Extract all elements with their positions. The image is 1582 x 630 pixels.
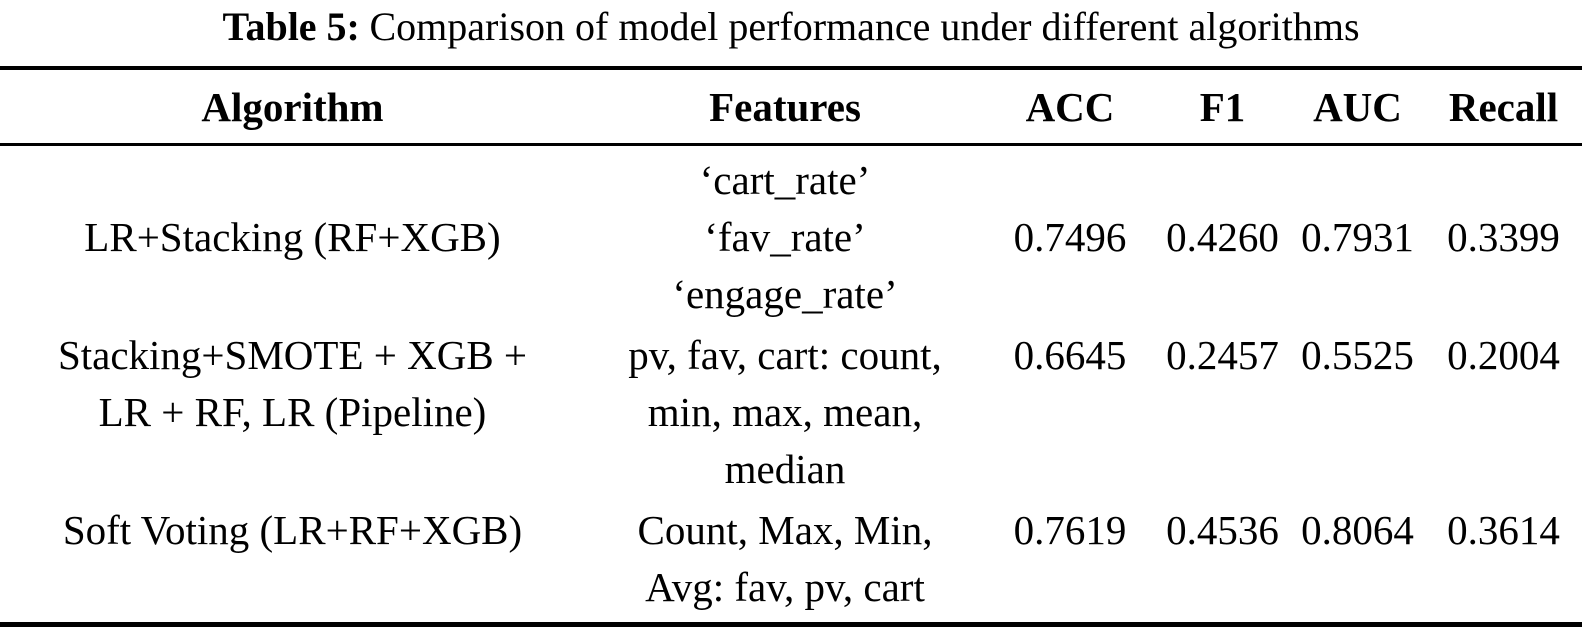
features-line: ‘cart_rate’ xyxy=(699,157,871,203)
algorithm-cell: Soft Voting (LR+RF+XGB) xyxy=(0,502,585,616)
table-caption-text: Comparison of model performance under di… xyxy=(369,4,1360,49)
metric-value: 0.7931 xyxy=(1301,214,1414,260)
table-caption-number: Table 5: xyxy=(222,4,360,49)
table-body: LR+Stacking (RF+XGB) ‘cart_rate’ ‘fav_ra… xyxy=(0,146,1582,622)
metric-value: 0.6645 xyxy=(1013,332,1127,378)
f1-cell: 0.2457 xyxy=(1155,327,1290,498)
metric-value: 0.2004 xyxy=(1447,332,1560,378)
acc-cell: 0.7496 xyxy=(985,152,1155,323)
features-cell: pv, fav, cart: count, min, max, mean, me… xyxy=(585,327,985,498)
table-row: Soft Voting (LR+RF+XGB) Count, Max, Min,… xyxy=(0,502,1582,616)
recall-cell: 0.2004 xyxy=(1425,327,1582,498)
column-header-f1: F1 xyxy=(1199,83,1246,130)
acc-cell: 0.7619 xyxy=(985,502,1155,616)
auc-cell: 0.8064 xyxy=(1290,502,1425,616)
auc-cell: 0.7931 xyxy=(1290,152,1425,323)
algorithm-line: LR+Stacking (RF+XGB) xyxy=(84,214,501,260)
table-row: LR+Stacking (RF+XGB) ‘cart_rate’ ‘fav_ra… xyxy=(0,152,1582,323)
metric-value: 0.3614 xyxy=(1447,507,1560,553)
features-line: Count, Max, Min, xyxy=(637,507,933,553)
algorithm-cell: Stacking+SMOTE + XGB + LR + RF, LR (Pipe… xyxy=(0,327,585,498)
algorithm-line: Stacking+SMOTE + XGB + xyxy=(57,332,528,378)
recall-cell: 0.3399 xyxy=(1425,152,1582,323)
metric-value: 0.7496 xyxy=(1013,214,1127,260)
features-line: min, max, mean, xyxy=(647,389,923,435)
algorithm-line: LR + RF, LR (Pipeline) xyxy=(98,389,487,435)
features-line: ‘engage_rate’ xyxy=(672,271,898,317)
features-line: Avg: fav, pv, cart xyxy=(645,564,925,610)
algorithm-line: Soft Voting (LR+RF+XGB) xyxy=(62,507,523,553)
auc-cell: 0.5525 xyxy=(1290,327,1425,498)
algorithm-cell: LR+Stacking (RF+XGB) xyxy=(0,152,585,323)
metric-value: 0.4260 xyxy=(1166,214,1279,260)
table-top-rule xyxy=(0,66,1582,70)
metric-value: 0.3399 xyxy=(1447,214,1560,260)
table-header-rule xyxy=(0,143,1582,146)
features-cell: ‘cart_rate’ ‘fav_rate’ ‘engage_rate’ xyxy=(585,152,985,323)
table-header-row: Algorithm Features ACC F1 AUC Recall xyxy=(0,70,1582,143)
features-line: pv, fav, cart: count, xyxy=(628,332,942,378)
features-line: ‘fav_rate’ xyxy=(704,214,866,260)
column-header-algorithm: Algorithm xyxy=(201,83,384,130)
table-bottom-rule xyxy=(0,622,1582,627)
metric-value: 0.7619 xyxy=(1013,507,1127,553)
data-table: Algorithm Features ACC F1 AUC Recall LR+… xyxy=(0,66,1582,627)
metric-value: 0.4536 xyxy=(1166,507,1279,553)
column-header-recall: Recall xyxy=(1448,83,1559,130)
metric-value: 0.5525 xyxy=(1301,332,1414,378)
column-header-features: Features xyxy=(709,83,861,130)
features-line: median xyxy=(724,446,846,492)
features-cell: Count, Max, Min, Avg: fav, pv, cart xyxy=(585,502,985,616)
column-header-acc: ACC xyxy=(1025,83,1115,130)
f1-cell: 0.4260 xyxy=(1155,152,1290,323)
recall-cell: 0.3614 xyxy=(1425,502,1582,616)
column-header-auc: AUC xyxy=(1313,83,1402,130)
metric-value: 0.2457 xyxy=(1166,332,1279,378)
metric-value: 0.8064 xyxy=(1301,507,1414,553)
table-caption: Table 5: Comparison of model performance … xyxy=(0,2,1582,52)
acc-cell: 0.6645 xyxy=(985,327,1155,498)
table-row: Stacking+SMOTE + XGB + LR + RF, LR (Pipe… xyxy=(0,327,1582,498)
f1-cell: 0.4536 xyxy=(1155,502,1290,616)
